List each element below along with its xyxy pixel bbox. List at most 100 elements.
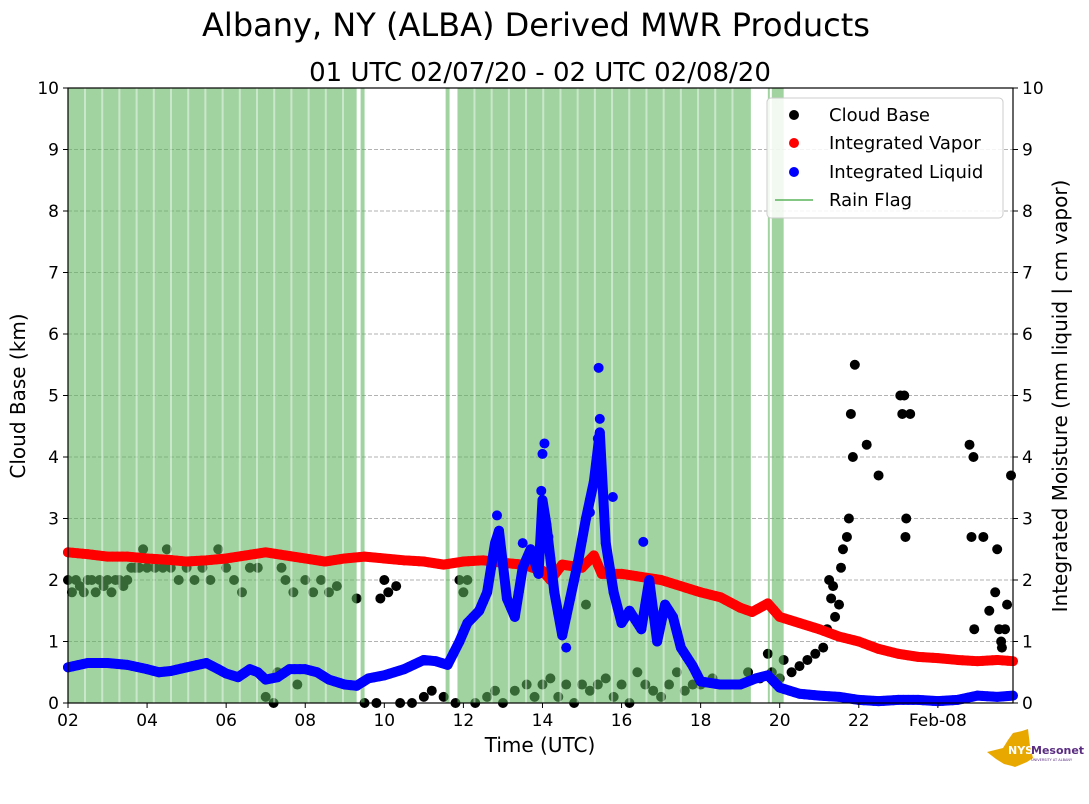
integrated-liquid-point xyxy=(543,531,554,542)
cloud-base-point xyxy=(375,593,386,604)
legend-liquid: Integrated Liquid xyxy=(829,162,983,183)
cloud-base-point xyxy=(830,611,841,622)
integrated-vapor-point xyxy=(592,559,603,570)
cloud-base-point xyxy=(990,587,1001,598)
integrated-liquid-point xyxy=(584,495,595,506)
svg-text:UNIVERSITY AT ALBANY: UNIVERSITY AT ALBANY xyxy=(1031,758,1073,762)
integrated-liquid-point xyxy=(482,587,493,598)
legend: Cloud Base Integrated Vapor Integrated L… xyxy=(766,97,1004,219)
integrated-liquid-point xyxy=(675,642,686,653)
cloud-base-point xyxy=(826,593,837,604)
x-tick-label: 16 xyxy=(611,711,633,731)
cloud-base-point xyxy=(810,648,821,659)
integrated-liquid-point xyxy=(486,562,497,573)
integrated-liquid-point xyxy=(667,611,678,622)
integrated-liquid-point xyxy=(536,485,547,496)
integrated-liquid-point xyxy=(537,495,548,506)
y-tick-label: 6 xyxy=(48,325,59,345)
integrated-liquid-point xyxy=(541,519,552,530)
integrated-liquid-point xyxy=(607,491,618,502)
y-tick-label: 1 xyxy=(48,633,59,653)
integrated-liquid-point xyxy=(573,556,584,567)
integrated-liquid-point xyxy=(638,536,649,547)
x-axis-label: Time (UTC) xyxy=(484,733,596,757)
y2-tick-label: 10 xyxy=(1022,79,1044,99)
integrated-liquid-point xyxy=(644,575,655,585)
integrated-liquid-point xyxy=(594,413,605,424)
y-tick-label: 10 xyxy=(37,79,59,99)
x-tick-label: 18 xyxy=(690,711,712,731)
integrated-liquid-point xyxy=(468,611,479,622)
x-tick-label: 02 xyxy=(57,711,79,731)
y-axis-label: Cloud Base (km) xyxy=(6,313,30,478)
integrated-liquid-point xyxy=(656,618,667,629)
integrated-liquid-point xyxy=(592,433,603,444)
integrated-liquid-point xyxy=(608,587,619,598)
y-tick-label: 2 xyxy=(48,571,59,591)
integrated-liquid-point xyxy=(492,510,503,521)
cloud-base-point xyxy=(861,439,872,450)
cloud-base-point xyxy=(818,642,829,653)
integrated-liquid-point xyxy=(448,648,459,659)
x-tick-label: 08 xyxy=(294,711,316,731)
cloud-base-point xyxy=(836,562,847,573)
integrated-liquid-point xyxy=(509,611,520,622)
integrated-liquid-point xyxy=(584,507,595,518)
integrated-liquid-series xyxy=(63,362,1018,707)
cloud-base-point xyxy=(834,599,845,610)
integrated-liquid-point xyxy=(505,602,516,613)
integrated-liquid-point xyxy=(569,575,580,585)
y2-tick-label: 6 xyxy=(1022,325,1033,345)
x-tick-label: 14 xyxy=(532,711,554,731)
integrated-liquid-point xyxy=(478,596,489,607)
y2-tick-label: 7 xyxy=(1022,264,1033,284)
cloud-base-point xyxy=(978,531,989,542)
integrated-liquid-point xyxy=(529,556,540,567)
cloud-base-point xyxy=(849,359,860,370)
integrated-liquid-point xyxy=(525,544,536,555)
integrated-liquid-point xyxy=(604,562,615,573)
cloud-base-point xyxy=(383,587,394,598)
integrated-liquid-point xyxy=(537,448,548,459)
integrated-liquid-point xyxy=(493,525,504,536)
svg-text:Mesonet: Mesonet xyxy=(1031,744,1084,757)
integrated-liquid-point xyxy=(490,538,501,549)
y-tick-label: 8 xyxy=(48,202,59,222)
rain-flag-band xyxy=(771,88,784,703)
integrated-liquid-point xyxy=(474,605,485,616)
cloud-base-point xyxy=(905,408,916,419)
y2-tick-label: 0 xyxy=(1022,694,1033,714)
legend-liquid-marker xyxy=(789,167,799,177)
integrated-liquid-point xyxy=(553,608,564,619)
y-tick-label: 4 xyxy=(48,448,59,468)
integrated-liquid-point xyxy=(497,559,508,570)
cloud-base-point xyxy=(996,642,1007,653)
integrated-liquid-point xyxy=(513,587,524,598)
legend-cloud-base: Cloud Base xyxy=(829,105,930,126)
integrated-liquid-point xyxy=(533,568,544,579)
integrated-liquid-point xyxy=(691,668,702,679)
integrated-liquid-point xyxy=(1002,691,1013,702)
integrated-liquid-point xyxy=(517,538,528,549)
rain-flag-series xyxy=(68,88,784,703)
integrated-liquid-point xyxy=(539,438,550,449)
y-tick-label: 7 xyxy=(48,264,59,284)
y-tick-label: 0 xyxy=(48,694,59,714)
y2-tick-label: 2 xyxy=(1022,571,1033,591)
cloud-base-point xyxy=(843,513,854,524)
y2-tick-label: 1 xyxy=(1022,633,1033,653)
cloud-base-point xyxy=(964,439,975,450)
integrated-liquid-point xyxy=(442,659,453,670)
legend-box xyxy=(766,97,1004,219)
integrated-liquid-point xyxy=(565,593,576,604)
cloud-base-point xyxy=(966,531,977,542)
integrated-liquid-point xyxy=(462,618,473,629)
integrated-liquid-point xyxy=(671,627,682,638)
integrated-liquid-point xyxy=(588,476,599,487)
legend-vapor-marker xyxy=(789,138,799,148)
rain-flag-band xyxy=(457,88,751,703)
integrated-liquid-point xyxy=(593,362,604,373)
integrated-vapor-point xyxy=(1002,655,1013,666)
integrated-liquid-point xyxy=(687,661,698,672)
integrated-liquid-point xyxy=(545,553,556,564)
